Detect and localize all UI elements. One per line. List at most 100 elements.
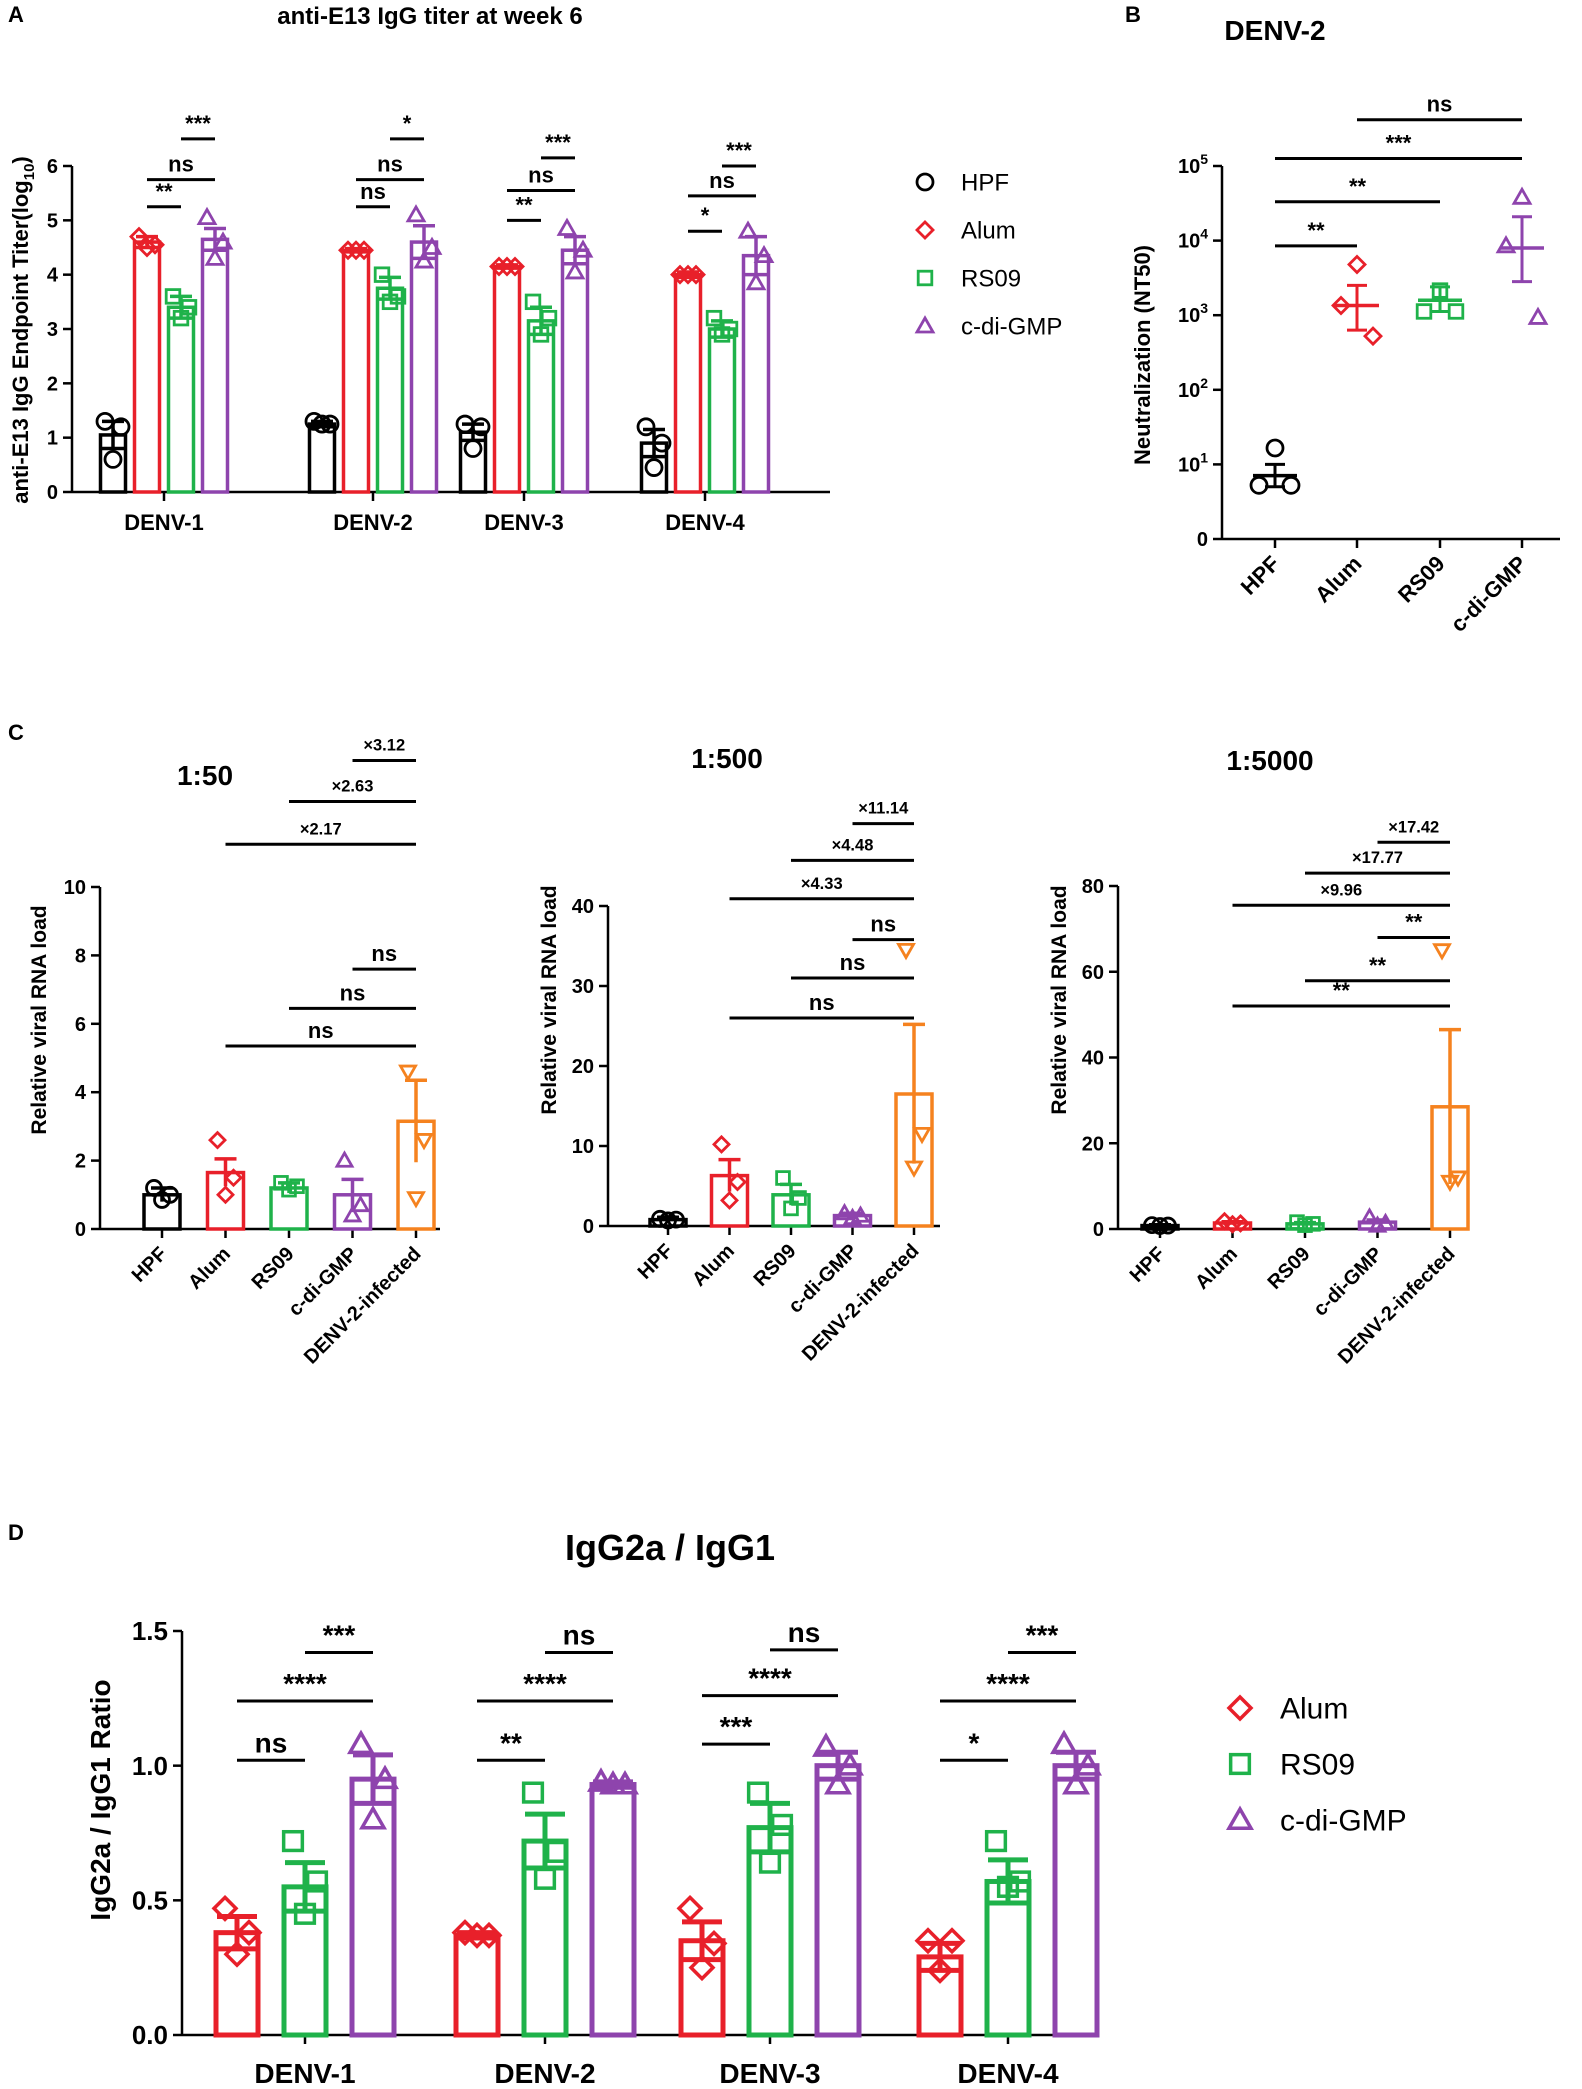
panel-d-title: IgG2a / IgG1 — [565, 1527, 775, 1568]
c1-y-tick-label: 4 — [75, 1082, 87, 1104]
c1-y-tick-label: 8 — [75, 945, 86, 967]
d-x-tick-label: DENV-2 — [494, 2058, 595, 2089]
a-data-point — [421, 236, 443, 255]
c1-data-point — [145, 1179, 163, 1197]
d-data-point — [770, 1813, 794, 1837]
c1-y-tick-label: 0 — [75, 1219, 86, 1241]
d-data-point — [938, 1927, 966, 1955]
a-legend-label: c-di-GMP — [961, 313, 1062, 340]
c3-sig-label: ×17.42 — [1388, 818, 1439, 836]
d-sig-label: **** — [748, 1663, 792, 1694]
panel-c3-significance: ** ** ** ×9.96 ×17.77 ×17.42 — [1232, 818, 1450, 1008]
a-data-point — [524, 293, 542, 311]
a-data-point — [532, 326, 550, 343]
a-data-point — [312, 414, 332, 434]
b-sig-label: ns — [1427, 92, 1453, 117]
d-sig-label: **** — [523, 1668, 567, 1699]
c3-data-point — [1367, 1215, 1388, 1233]
b-data-point — [1331, 295, 1351, 316]
c2-data-point — [834, 1202, 855, 1221]
c1-y-tick-label: 6 — [75, 1014, 86, 1036]
a-data-point — [381, 293, 399, 311]
c1-x-tick-label: HPF — [128, 1243, 172, 1287]
c3-x-tick-label: Alum — [1191, 1243, 1242, 1294]
c3-y-tick-label: 60 — [1082, 962, 1104, 984]
a-bar — [166, 305, 196, 494]
c1-data-point — [208, 1130, 227, 1150]
b-y-tick-label: 103 — [1178, 300, 1208, 327]
a-data-point — [212, 231, 234, 250]
d-bar — [746, 1825, 794, 2038]
b-x-tick-label: c-di-GMP — [1446, 551, 1532, 637]
d-legend-label: Alum — [1280, 1693, 1348, 1726]
c3-sig-label: ** — [1405, 909, 1423, 934]
b-sig-label: ** — [1307, 218, 1325, 243]
a-sig-label: ns — [168, 152, 194, 177]
a-sig-label: ns — [709, 168, 735, 193]
a-data-point — [103, 449, 123, 469]
d-data-point — [676, 1894, 704, 1922]
b-y-tick-base: 0 — [1197, 529, 1208, 551]
a-bar — [375, 286, 405, 494]
c1-bar — [269, 1186, 309, 1231]
d-data-point — [586, 1767, 616, 1792]
a-legend-label: HPF — [961, 169, 1009, 196]
a-sig-label: ** — [515, 192, 533, 217]
panel-c3-title: 1:5000 — [1226, 745, 1313, 776]
a-data-point — [745, 271, 767, 291]
d-bar — [814, 1763, 862, 2038]
b-y-tick-label: 104 — [1178, 226, 1208, 253]
a-data-point — [338, 240, 358, 261]
b-y-tick-base: 10 — [1178, 380, 1200, 402]
a-sig-label: ns — [377, 152, 403, 177]
a-bar — [526, 319, 556, 494]
a-bar — [132, 240, 162, 494]
panel-c2-title: 1:500 — [691, 743, 763, 774]
b-data-point — [1363, 326, 1383, 347]
c2-data-point — [896, 942, 916, 961]
b-data-point — [1447, 303, 1465, 320]
a-bar — [341, 248, 371, 494]
a-bar — [409, 240, 439, 494]
c3-sig-label: ×17.77 — [1352, 849, 1403, 867]
d-sig-label: *** — [323, 1620, 356, 1651]
b-y-tick-exp: 3 — [1200, 300, 1208, 316]
a-data-point — [489, 256, 509, 277]
d-sig-label: ns — [563, 1620, 596, 1651]
panel-c3-series — [1140, 943, 1470, 1235]
panel-letter-a: A — [8, 2, 24, 27]
a-data-point — [373, 266, 391, 283]
c2-data-point — [728, 1172, 747, 1192]
c3-data-point — [1151, 1217, 1169, 1235]
c2-y-tick-label: 10 — [572, 1136, 594, 1158]
c2-data-point — [783, 1200, 799, 1217]
c1-data-point — [216, 1185, 235, 1205]
b-y-tick-base: 10 — [1178, 305, 1200, 327]
panel-b-significance: *******ns — [1275, 92, 1522, 248]
c3-sig-label: ** — [1333, 978, 1351, 1003]
a-bar — [707, 327, 737, 494]
a-data-point — [540, 309, 558, 327]
b-x-tick-label: Alum — [1310, 551, 1367, 608]
c3-sig-label: ×9.96 — [1320, 881, 1362, 899]
a-data-point — [471, 417, 491, 437]
c2-data-point — [791, 1190, 807, 1206]
d-sig-label: * — [969, 1727, 980, 1758]
b-y-tick-label: 102 — [1178, 375, 1208, 402]
a-legend-marker — [916, 269, 934, 287]
b-y-tick-base: 10 — [1178, 454, 1200, 476]
a-x-tick-label: DENV-1 — [124, 510, 203, 535]
c3-data-point — [1448, 1170, 1468, 1188]
panel-c2-chart: 1:500 Relative viral RNA load 0 10 20 30 40 H… — [538, 743, 940, 1366]
a-legend-marker — [915, 220, 935, 240]
panel-d-axes: 0.0 0.5 1.0 1.5 DENV-1 DENV-2 DENV-3 DENV-4 — [132, 1616, 1080, 2089]
a-data-point — [413, 250, 435, 269]
d-data-point — [463, 1921, 491, 1949]
panel-a-axes: 0 1 2 3 4 5 6 DENV-1 DENV-2 DENV-3 DENV-4 — [47, 156, 830, 535]
c2-x-tick-label: Alum — [688, 1240, 739, 1291]
c1-y-tick-label: 2 — [75, 1151, 86, 1173]
panel-c2-series — [648, 942, 934, 1230]
a-data-point — [564, 261, 586, 280]
c2-sig-label: ns — [809, 990, 835, 1015]
